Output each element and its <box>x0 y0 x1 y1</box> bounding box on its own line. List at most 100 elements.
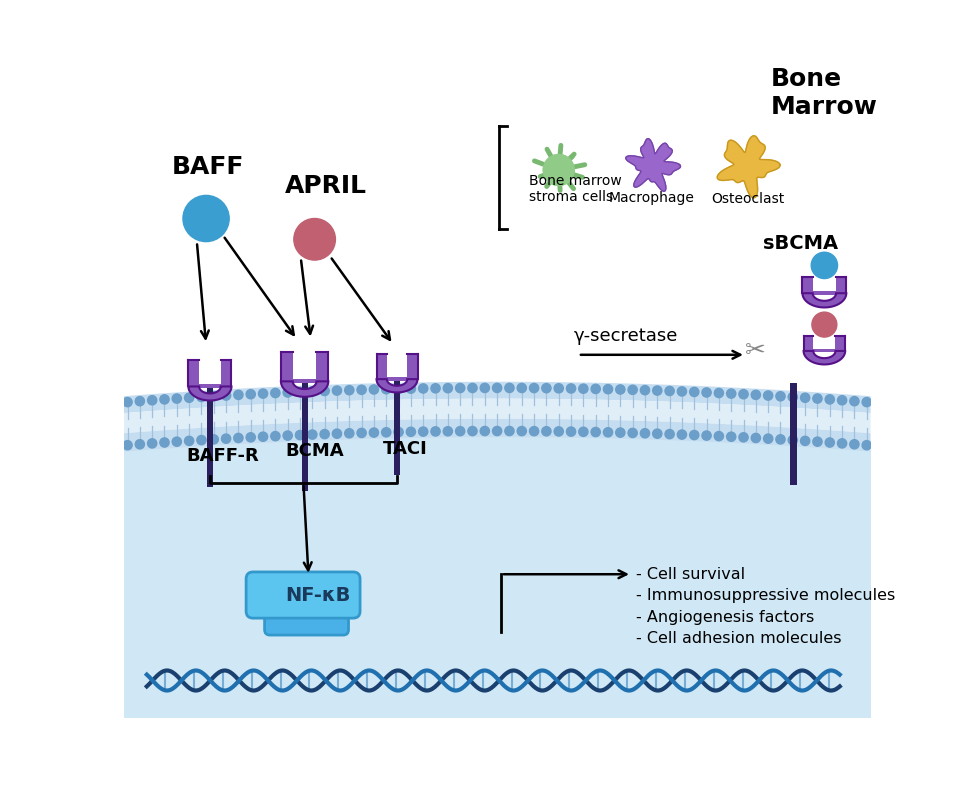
Circle shape <box>369 428 378 437</box>
Text: TACI: TACI <box>383 440 427 458</box>
Polygon shape <box>123 399 870 433</box>
Text: Bone marrow
stroma cells: Bone marrow stroma cells <box>529 174 621 204</box>
Bar <box>835 277 845 293</box>
Circle shape <box>665 429 673 439</box>
Circle shape <box>750 433 760 442</box>
Circle shape <box>775 435 784 444</box>
FancyBboxPatch shape <box>265 601 348 635</box>
Circle shape <box>135 396 144 406</box>
Text: BAFF: BAFF <box>172 155 243 179</box>
Circle shape <box>332 429 341 438</box>
Text: - Angiogenesis factors: - Angiogenesis factors <box>635 609 813 625</box>
Circle shape <box>810 253 836 278</box>
Circle shape <box>480 383 489 392</box>
Circle shape <box>652 386 661 395</box>
Circle shape <box>849 396 859 406</box>
Circle shape <box>676 430 686 439</box>
Circle shape <box>209 435 218 444</box>
Text: ✂: ✂ <box>744 339 765 363</box>
Circle shape <box>713 432 723 441</box>
Bar <box>281 352 293 382</box>
Circle shape <box>825 395 833 404</box>
Circle shape <box>406 427 415 437</box>
Circle shape <box>676 387 686 396</box>
Circle shape <box>750 391 760 399</box>
Circle shape <box>529 427 538 436</box>
Circle shape <box>467 383 477 392</box>
Bar <box>802 336 812 351</box>
Circle shape <box>246 433 255 442</box>
Circle shape <box>702 431 710 440</box>
Circle shape <box>234 391 243 399</box>
Polygon shape <box>376 379 417 392</box>
Polygon shape <box>625 139 680 191</box>
Circle shape <box>455 383 464 393</box>
Text: - Cell adhesion molecules: - Cell adhesion molecules <box>635 631 840 646</box>
Circle shape <box>455 427 464 436</box>
Text: - Immunosuppressive molecules: - Immunosuppressive molecules <box>635 588 894 603</box>
Bar <box>376 377 417 381</box>
Circle shape <box>627 429 637 437</box>
Circle shape <box>172 437 181 446</box>
Bar <box>801 277 812 293</box>
Circle shape <box>307 387 317 396</box>
Circle shape <box>320 387 328 395</box>
Bar <box>301 380 307 491</box>
Bar <box>316 352 328 382</box>
Circle shape <box>344 429 354 438</box>
Circle shape <box>652 429 661 438</box>
Circle shape <box>812 394 821 404</box>
Bar <box>394 378 399 475</box>
Circle shape <box>726 389 735 398</box>
Circle shape <box>443 383 452 393</box>
Circle shape <box>221 391 231 400</box>
Circle shape <box>357 429 366 437</box>
Circle shape <box>689 430 698 440</box>
Circle shape <box>270 432 280 441</box>
Circle shape <box>135 440 144 449</box>
Circle shape <box>590 428 600 437</box>
Text: APRIL: APRIL <box>285 174 367 198</box>
Circle shape <box>123 441 132 449</box>
Circle shape <box>615 428 624 437</box>
Bar <box>207 385 212 487</box>
Bar <box>221 359 232 387</box>
Circle shape <box>799 393 809 403</box>
Circle shape <box>283 388 292 397</box>
Circle shape <box>566 384 575 393</box>
Bar <box>790 383 796 485</box>
Text: γ-secretase: γ-secretase <box>574 327 677 345</box>
FancyBboxPatch shape <box>246 572 359 618</box>
Circle shape <box>209 391 218 401</box>
Circle shape <box>603 385 612 394</box>
Circle shape <box>603 428 612 437</box>
Circle shape <box>172 394 181 404</box>
Polygon shape <box>281 382 328 397</box>
Circle shape <box>381 385 391 394</box>
Circle shape <box>738 433 747 442</box>
Bar <box>188 359 199 387</box>
Circle shape <box>788 436 797 445</box>
Circle shape <box>615 385 624 394</box>
Circle shape <box>221 434 231 443</box>
Circle shape <box>726 432 735 441</box>
Circle shape <box>825 438 833 447</box>
Circle shape <box>812 437 821 446</box>
Bar <box>407 353 417 379</box>
Circle shape <box>836 439 846 448</box>
Circle shape <box>763 391 772 400</box>
Circle shape <box>357 385 366 395</box>
Circle shape <box>234 433 243 442</box>
Circle shape <box>147 439 157 448</box>
Circle shape <box>788 392 797 402</box>
Circle shape <box>665 387 673 395</box>
Circle shape <box>799 437 809 445</box>
Circle shape <box>160 438 169 447</box>
Circle shape <box>197 392 205 402</box>
Polygon shape <box>188 387 232 400</box>
Circle shape <box>849 440 859 449</box>
Circle shape <box>419 384 427 393</box>
Circle shape <box>775 391 784 401</box>
Circle shape <box>381 428 391 437</box>
Circle shape <box>492 383 501 392</box>
